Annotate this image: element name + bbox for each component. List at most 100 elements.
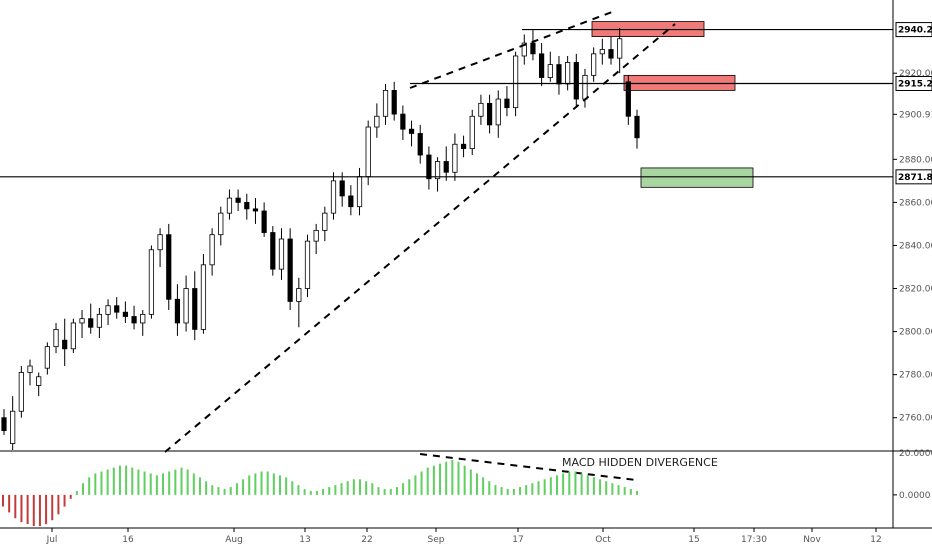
candle-body-down [400,113,406,130]
candle [400,105,406,140]
candle-body-up [356,176,363,208]
macd-bar [186,469,189,495]
candle [573,53,579,108]
candle [530,30,536,61]
date-tick-label: 22 [361,535,372,545]
candle [339,172,345,207]
candle [296,277,302,328]
macd-bar [32,494,35,527]
candle [166,223,172,311]
candle [556,55,562,95]
macd-bar [303,489,306,495]
macd-bar [51,494,54,521]
macd-bar [291,481,294,495]
candle-body-up [36,376,42,386]
macd-bar [106,469,109,495]
candle [304,234,311,298]
macd-bar [340,483,343,495]
candle-body-down [287,238,293,302]
candle [599,38,605,65]
macd-bar [592,477,595,495]
candle-body-down [608,49,614,59]
macd-bar [162,473,165,495]
macd-bar [88,477,91,495]
macd-bar [623,487,626,495]
candle-body-up [200,264,207,330]
candle [469,109,475,156]
date-tick-label: 13 [299,535,310,545]
candle-body-up [79,318,85,324]
candle [105,299,111,326]
candle-body-up [521,42,527,57]
candle-body-down [122,311,128,317]
candle [114,297,120,319]
candle [270,226,276,276]
candle [495,90,501,138]
date-tick-label: 15 [688,535,699,545]
candle [131,305,137,330]
date-tick-label: Jul [46,535,58,545]
candle [460,135,467,158]
candle-body-up [140,313,146,324]
date-tick-label: 12 [870,535,881,545]
candle [62,318,68,367]
candle-body-down [530,42,536,55]
candle-body-up [44,346,50,369]
macd-bar [112,467,115,495]
candle-body-down [417,133,423,156]
date-tick-label: Aug [225,535,243,545]
macd-bar [365,481,368,495]
zone-box [640,167,754,188]
price-tick-label: 2800.00 [899,328,932,338]
macd-bar [260,471,263,495]
candle-body-up [105,305,111,315]
macd-bar [217,487,220,495]
candle-body-down [504,98,510,109]
macd-bar [420,471,423,495]
candle-body-up [565,62,571,85]
candle-body-up [495,98,501,126]
candle-body-down [339,180,345,197]
macd-bar [75,490,78,495]
candle [356,167,363,216]
macd-bar [254,473,257,495]
candle-body-up [27,365,33,373]
candle [426,146,432,190]
macd-bar [2,494,4,507]
macd-bar [248,475,251,495]
candle [10,396,16,450]
price-tick-label: 2760.00 [899,414,932,424]
macd-bar [469,469,472,495]
candle [434,157,441,192]
macd-bar [149,473,152,495]
macd-bar [235,483,238,495]
candle [157,228,163,267]
candle-body-up [96,313,102,328]
candle [192,271,198,341]
macd-bar [137,469,140,495]
candle [36,372,42,397]
macd-bar [69,494,72,499]
candle [582,68,588,108]
candle [209,228,215,276]
candle [218,206,224,246]
macd-bar [168,471,171,495]
candle-body-up [599,49,605,55]
candle-body-down [348,195,354,208]
candle-body-down [1,417,7,432]
candle-body-down [192,288,198,330]
candle [96,307,102,339]
macd-bar [242,479,245,495]
candle [634,109,640,149]
candle [200,254,207,334]
candle [391,81,397,121]
candle-body-up [582,74,588,100]
macd-bar [482,477,485,495]
macd-bar [38,494,41,527]
candle-body-down [426,154,432,180]
candle-body-down [634,115,640,139]
candle-body-down [460,143,467,149]
macd-bar [143,471,146,495]
candle-body-down [391,90,397,115]
macd-bar [297,485,300,495]
